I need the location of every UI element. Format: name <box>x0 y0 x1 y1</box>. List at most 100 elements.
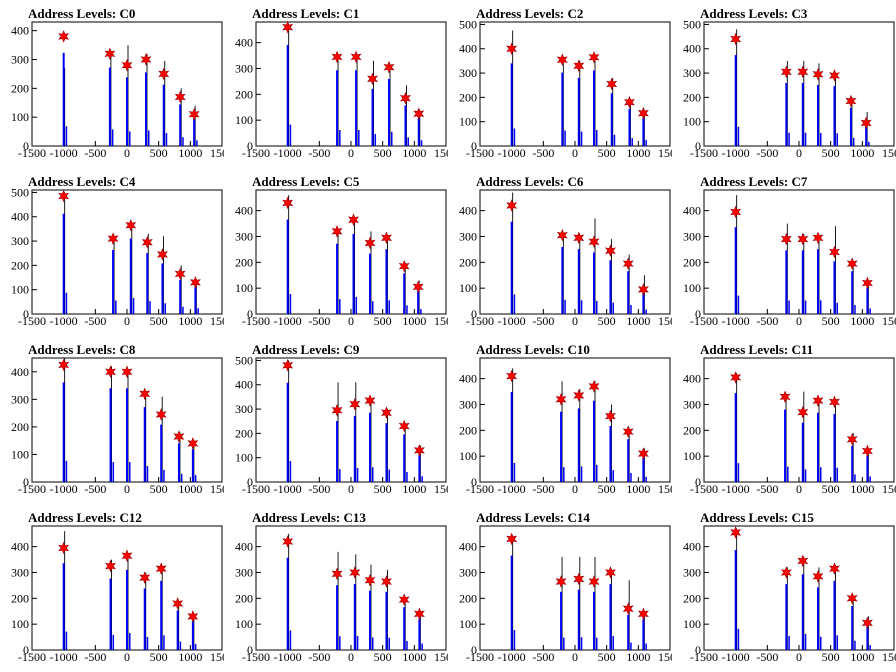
histogram-spike-blue <box>561 247 564 314</box>
histogram-shoulder <box>194 643 197 650</box>
histogram-spike-blue <box>609 584 612 650</box>
chart-svg: 0 100 200 300 400 -1500 -1000 -500 0 500 1000 1500 <box>683 357 896 496</box>
histogram-spike-blue <box>385 423 388 482</box>
peak-marker <box>588 575 600 588</box>
peak-marker <box>812 231 824 245</box>
histogram-shoulder <box>596 300 598 314</box>
peak-marker <box>588 235 600 248</box>
histogram-shoulder <box>372 301 374 314</box>
peak-marker <box>282 535 294 548</box>
peak-marker <box>637 447 649 460</box>
peak-marker <box>364 394 376 407</box>
plot-frame <box>255 357 447 483</box>
peak-marker <box>828 245 840 259</box>
peak-marker <box>155 408 167 421</box>
y-tick-label: 400 <box>459 372 477 386</box>
peak-marker <box>367 72 379 86</box>
histogram-shoulder <box>179 641 182 650</box>
y-tick-label: 400 <box>683 372 701 386</box>
peak-marker <box>140 53 152 66</box>
y-tick-label: 100 <box>683 281 701 295</box>
peak-marker <box>797 65 809 79</box>
histogram-shoulder <box>737 463 740 482</box>
histogram-spike-blue <box>191 621 194 650</box>
y-tick-label: 200 <box>11 591 29 605</box>
histogram-spike-blue <box>851 445 854 482</box>
x-tick-label: 1500 <box>210 146 224 160</box>
plot-frame <box>703 189 895 315</box>
x-tick-label: 1500 <box>882 146 896 160</box>
histogram-shoulder <box>820 300 822 314</box>
histogram-spike-blue <box>593 591 595 650</box>
x-tick-label: 1000 <box>178 146 202 160</box>
peak-marker <box>812 67 824 81</box>
histogram-shoulder <box>513 294 516 314</box>
peak-marker <box>107 232 119 245</box>
y-tick-label: 400 <box>11 365 29 379</box>
peak-marker <box>604 244 616 258</box>
peak-marker <box>125 218 137 232</box>
chart-title: Address Levels: C12 <box>28 510 142 525</box>
chart-svg: 0 100 200 300 400 -1500 -1000 -500 0 500 1000 1500 <box>11 357 224 496</box>
histogram-shoulder <box>289 124 292 146</box>
peak-marker <box>331 567 343 581</box>
histogram-shoulder <box>580 466 583 482</box>
peak-marker <box>730 205 742 219</box>
histogram-shoulder <box>146 636 149 650</box>
y-tick-label: 400 <box>459 540 477 554</box>
x-tick-label: -1500 <box>242 146 270 160</box>
y-tick-label: 300 <box>11 52 29 66</box>
peak-marker <box>156 248 168 261</box>
histogram-shoulder <box>372 637 374 650</box>
chart-title: Address Levels: C11 <box>700 342 814 357</box>
histogram-spike-blue <box>336 421 339 482</box>
histogram-spike-blue <box>734 550 737 650</box>
peak-marker <box>364 573 376 587</box>
y-tick-label: 0 <box>471 139 477 153</box>
x-tick-label: -1500 <box>466 146 494 160</box>
chart-title: Address Levels: C3 <box>700 6 808 21</box>
y-tick-label: 100 <box>11 283 29 297</box>
histogram-shoulder <box>513 128 516 146</box>
histogram-shoulder <box>374 133 377 146</box>
histogram-spike-blue <box>143 407 146 482</box>
histogram-spike-blue <box>510 221 513 314</box>
chart-title: Address Levels: C0 <box>28 6 136 21</box>
x-tick-label: -500 <box>756 146 778 160</box>
histogram-shoulder <box>289 460 292 482</box>
histogram-shoulder <box>630 472 632 482</box>
peak-marker <box>588 380 600 393</box>
histogram-shoulder <box>580 131 583 146</box>
histogram-shoulder <box>836 635 838 650</box>
chart-panel-15: Address Levels: C15 0 100 200 300 400 -1500 -10… <box>672 504 896 672</box>
x-tick-label: 1000 <box>850 146 874 160</box>
peak-marker <box>846 257 858 270</box>
x-tick-label: 1000 <box>626 314 650 328</box>
histogram-spike-blue <box>62 382 65 482</box>
peak-marker <box>282 196 294 210</box>
peak-marker <box>58 30 70 43</box>
histogram-shoulder <box>820 636 822 650</box>
peak-marker <box>555 393 567 406</box>
histogram-spike-blue <box>833 261 836 314</box>
x-tick-label: 1500 <box>658 146 672 160</box>
histogram-shoulder <box>163 469 165 482</box>
histogram-spike-blue <box>143 588 146 650</box>
y-tick-label: 400 <box>683 540 701 554</box>
x-tick-label: -1000 <box>50 314 78 328</box>
peak-marker <box>730 371 742 384</box>
x-tick-label: -1000 <box>274 146 302 160</box>
chart-title: Address Levels: C14 <box>476 510 590 525</box>
histogram-spike-blue <box>734 227 737 314</box>
histogram-shoulder <box>788 636 790 650</box>
peak-marker <box>121 549 133 563</box>
histogram-spike-blue <box>179 279 182 314</box>
histogram-shoulder <box>836 133 838 146</box>
peak-marker <box>282 358 294 372</box>
chart-panel-10: Address Levels: C10 0 100 200 300 400 -1500 -10… <box>448 336 672 504</box>
histogram-spike-blue <box>403 273 406 314</box>
histogram-spike-blue <box>129 238 132 314</box>
x-tick-label: 1500 <box>210 482 224 496</box>
y-tick-label: 300 <box>459 566 477 580</box>
histogram-shoulder <box>406 640 408 650</box>
